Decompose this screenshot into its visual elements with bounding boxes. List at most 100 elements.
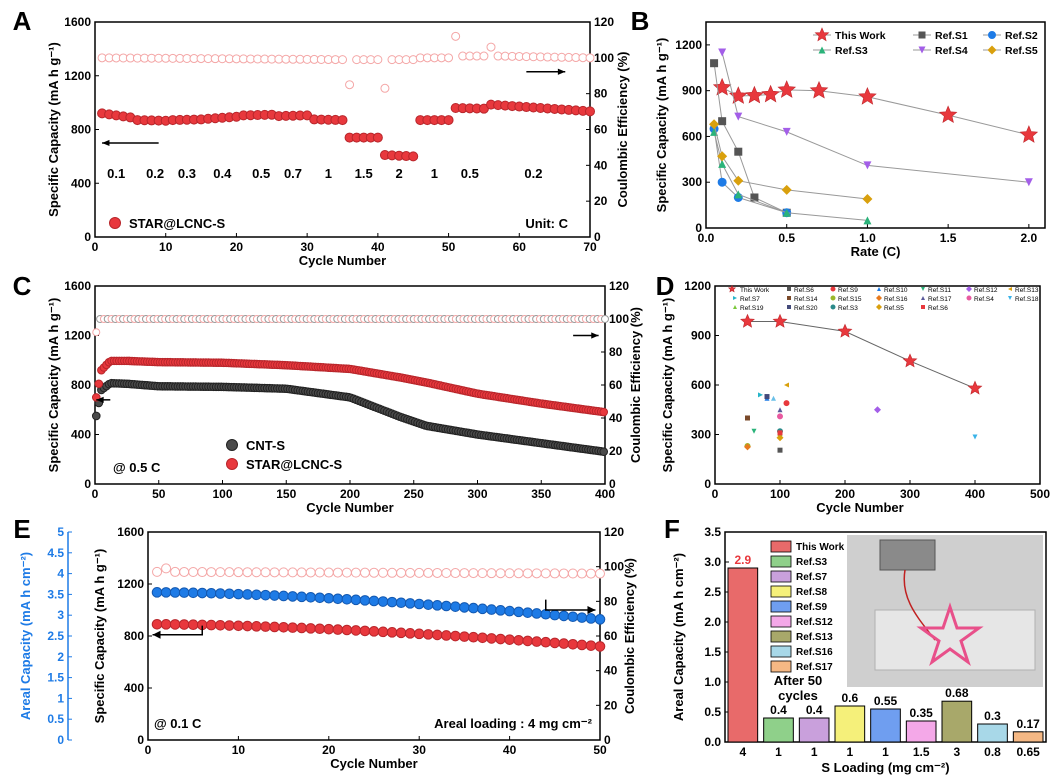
series-point [717, 177, 727, 187]
areal-point [522, 607, 533, 618]
legend-swatch [770, 645, 792, 658]
legend-marker [876, 304, 882, 310]
areal-point [160, 587, 172, 598]
series-point [718, 48, 727, 57]
panel-c-y2-ticklabel: 0 [609, 477, 616, 491]
panel-a-y2-ticklabel: 40 [594, 158, 608, 172]
panel-b-x-ticklabel: 1.5 [940, 231, 957, 245]
capacity-point [178, 619, 190, 630]
legend-label: STAR@LCNC-S [246, 457, 343, 472]
ce-point [345, 80, 355, 90]
legend-marker [830, 286, 836, 292]
legend-marker [921, 287, 925, 291]
panel-b-x-ticklabel: 0.5 [778, 231, 795, 245]
areal-ticklabel: 3 [57, 608, 64, 622]
legend-label: Ref.S3 [838, 305, 858, 312]
areal-point [224, 588, 235, 600]
areal-point [215, 588, 226, 599]
areal-ticklabel: 0.5 [47, 712, 64, 726]
legend-label: Ref.S16 [884, 296, 908, 303]
legend-marker [987, 45, 997, 55]
areal-point [350, 594, 362, 606]
areal-point [486, 604, 497, 615]
legend-label: STAR@LCNC-S [129, 216, 226, 231]
bar [727, 567, 759, 743]
series-point [777, 80, 797, 98]
legend-marker [787, 287, 791, 291]
panel-c-x-ticklabel: 200 [340, 487, 360, 501]
panel-a-y-ticklabel: 400 [71, 176, 91, 190]
panel-letter: A [13, 6, 32, 36]
capacity-point [513, 634, 524, 646]
ce-point [595, 568, 605, 579]
ref-point [771, 395, 776, 401]
panel-a-y2-ticklabel: 120 [594, 15, 614, 29]
panel-c-x-ticklabel: 250 [404, 487, 424, 501]
panel-c-y2-ticklabel: 40 [609, 411, 623, 425]
legend-label: Ref.S3 [835, 45, 868, 57]
ref-point [776, 434, 784, 442]
panel-e-y2-ticklabel: 20 [604, 698, 618, 712]
areal-point [504, 605, 515, 617]
legend-swatch [770, 660, 792, 673]
ce-point [387, 567, 398, 578]
panel-a-x-ticklabel: 10 [159, 240, 173, 254]
areal-point [178, 587, 190, 598]
legend-label: Ref.S9 [838, 287, 858, 294]
panel-c-y2-ticklabel: 60 [609, 378, 623, 392]
legend-swatch [770, 585, 792, 598]
series-point [94, 379, 104, 389]
series-point [599, 447, 609, 456]
panel-a-arrow-left-head [102, 139, 110, 147]
legend-label: This Work [740, 287, 770, 294]
legend-label: Ref.S4 [974, 296, 994, 303]
ref-point [751, 428, 757, 434]
areal-point [278, 590, 289, 602]
ce-point [558, 568, 569, 579]
capacity-point [450, 630, 461, 642]
ce-point [495, 568, 506, 579]
series-point [710, 59, 719, 68]
panel-d-ylabel: Specific Capacity (mA h g⁻¹) [660, 298, 675, 473]
ce-point [486, 568, 497, 579]
legend-marker [787, 296, 791, 300]
panel-e-y2label: Coulombic Efficiency (%) [622, 558, 637, 714]
ce-point [251, 567, 262, 578]
areal-ticklabel: 3.5 [47, 587, 64, 601]
capacity-point [468, 631, 479, 643]
capacity-point [151, 619, 163, 630]
panel-e-x-ticklabel: 40 [503, 743, 517, 757]
capacity-point [287, 622, 298, 633]
panel-c-x-ticklabel: 150 [276, 487, 296, 501]
rate-note: @ 0.1 C [154, 716, 202, 731]
bar [763, 717, 794, 743]
capacity-point [368, 626, 380, 637]
areal-ticklabel: 1 [57, 691, 64, 705]
panel-f-y-ticklabel: 2.5 [704, 585, 721, 599]
legend-marker [830, 304, 836, 310]
areal-point [196, 587, 208, 599]
ce-point [287, 567, 298, 578]
capacity-point [251, 621, 262, 632]
areal-ticklabel: 5 [57, 525, 64, 539]
bar-category-label: 1 [846, 745, 853, 759]
bar-category-label: 0.65 [1016, 745, 1040, 759]
legend-marker [830, 295, 836, 301]
panel-c-x-ticklabel: 100 [212, 487, 232, 501]
legend-marker [918, 46, 926, 54]
panel-d-y-ticklabel: 900 [691, 329, 711, 343]
series-point [772, 313, 788, 328]
areal-ticklabel: 4.5 [47, 546, 64, 560]
series-point [718, 117, 727, 126]
capacity-point [314, 623, 326, 635]
series-line [721, 52, 1029, 183]
series-line [747, 320, 976, 389]
ref-point [972, 434, 978, 440]
series-point [734, 190, 743, 199]
areal-point [287, 591, 298, 602]
panel-a-ylabel: Specific Capacity (mA h g⁻¹) [46, 42, 61, 217]
series-point [740, 313, 755, 328]
capacity-point [567, 638, 579, 650]
panel-d-x-ticklabel: 500 [1030, 487, 1050, 501]
panel-a-y-ticklabel: 1200 [64, 69, 91, 83]
